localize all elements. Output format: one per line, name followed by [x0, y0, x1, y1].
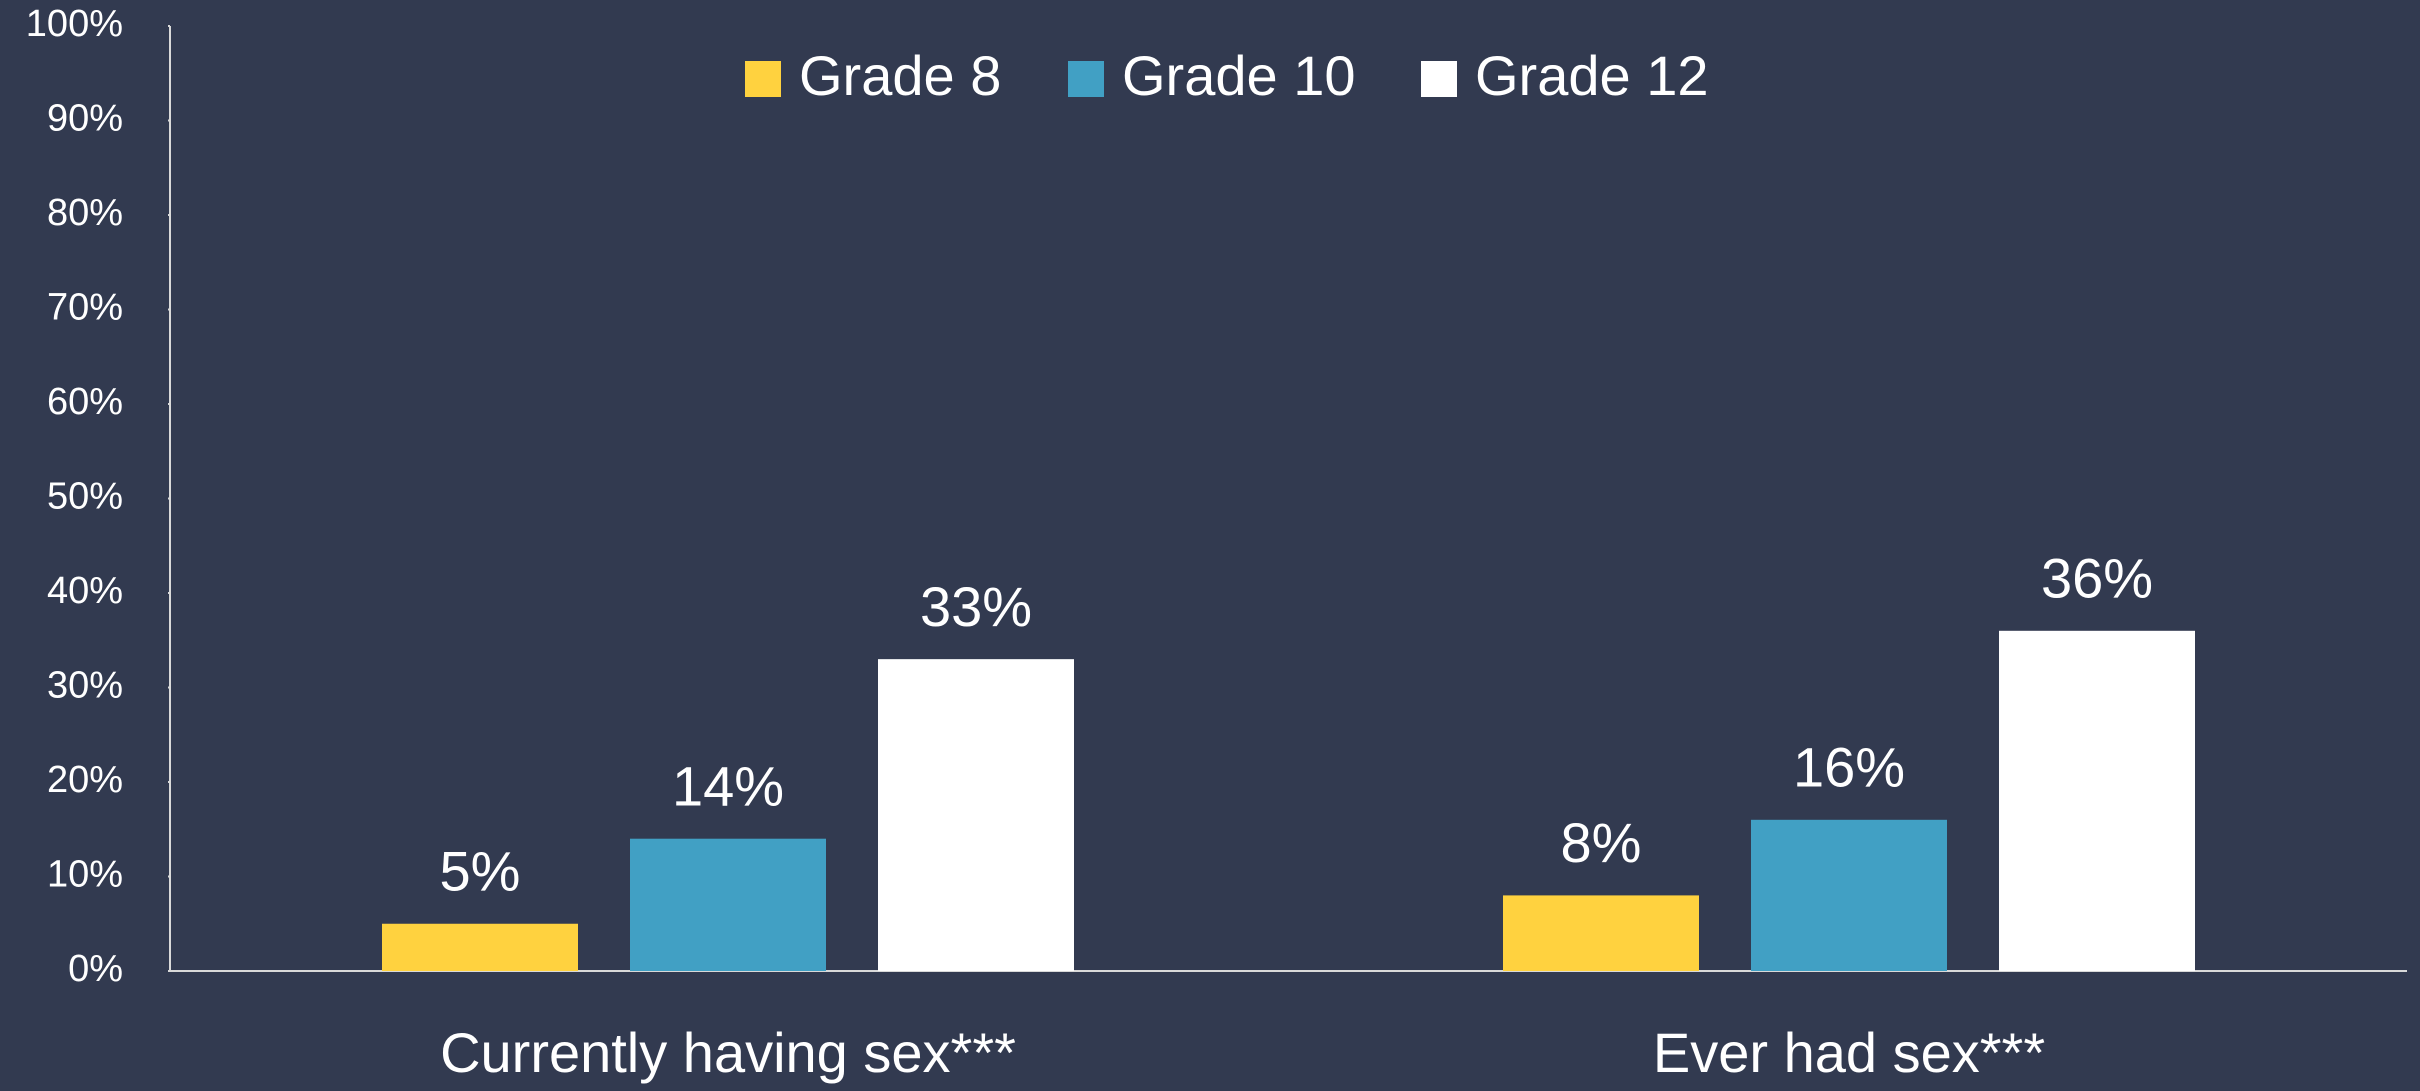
value-label: 36%: [2041, 547, 2153, 610]
y-tick-label: 0%: [68, 948, 123, 990]
legend-swatch: [745, 61, 781, 97]
y-tick-label: 50%: [47, 476, 123, 518]
legend-label: Grade 8: [799, 44, 1001, 107]
x-tick-label: Ever had sex***: [1653, 1021, 2045, 1084]
value-label: 8%: [1561, 811, 1642, 874]
legend-label: Grade 10: [1122, 44, 1356, 107]
y-tick-label: 60%: [47, 381, 123, 423]
y-tick-label: 30%: [47, 665, 123, 707]
bar: [1999, 630, 2195, 971]
value-label: 16%: [1793, 736, 1905, 799]
y-tick-label: 100%: [26, 3, 123, 45]
y-tick-label: 90%: [47, 98, 123, 140]
bar: [1751, 819, 1947, 971]
legend-swatch: [1421, 61, 1457, 97]
bar: [382, 923, 578, 971]
y-tick-label: 70%: [47, 287, 123, 329]
x-tick-label: Currently having sex***: [440, 1021, 1016, 1084]
value-label: 5%: [440, 840, 521, 903]
y-tick-label: 20%: [47, 759, 123, 801]
value-label: 33%: [920, 575, 1032, 638]
y-tick-label: 40%: [47, 570, 123, 612]
y-tick-label: 80%: [47, 192, 123, 234]
bar: [1503, 895, 1699, 971]
legend-swatch: [1068, 61, 1104, 97]
bar: [878, 659, 1074, 971]
bar: [630, 838, 826, 971]
legend-label: Grade 12: [1475, 44, 1709, 107]
y-tick-label: 10%: [47, 854, 123, 896]
value-label: 14%: [672, 754, 784, 817]
